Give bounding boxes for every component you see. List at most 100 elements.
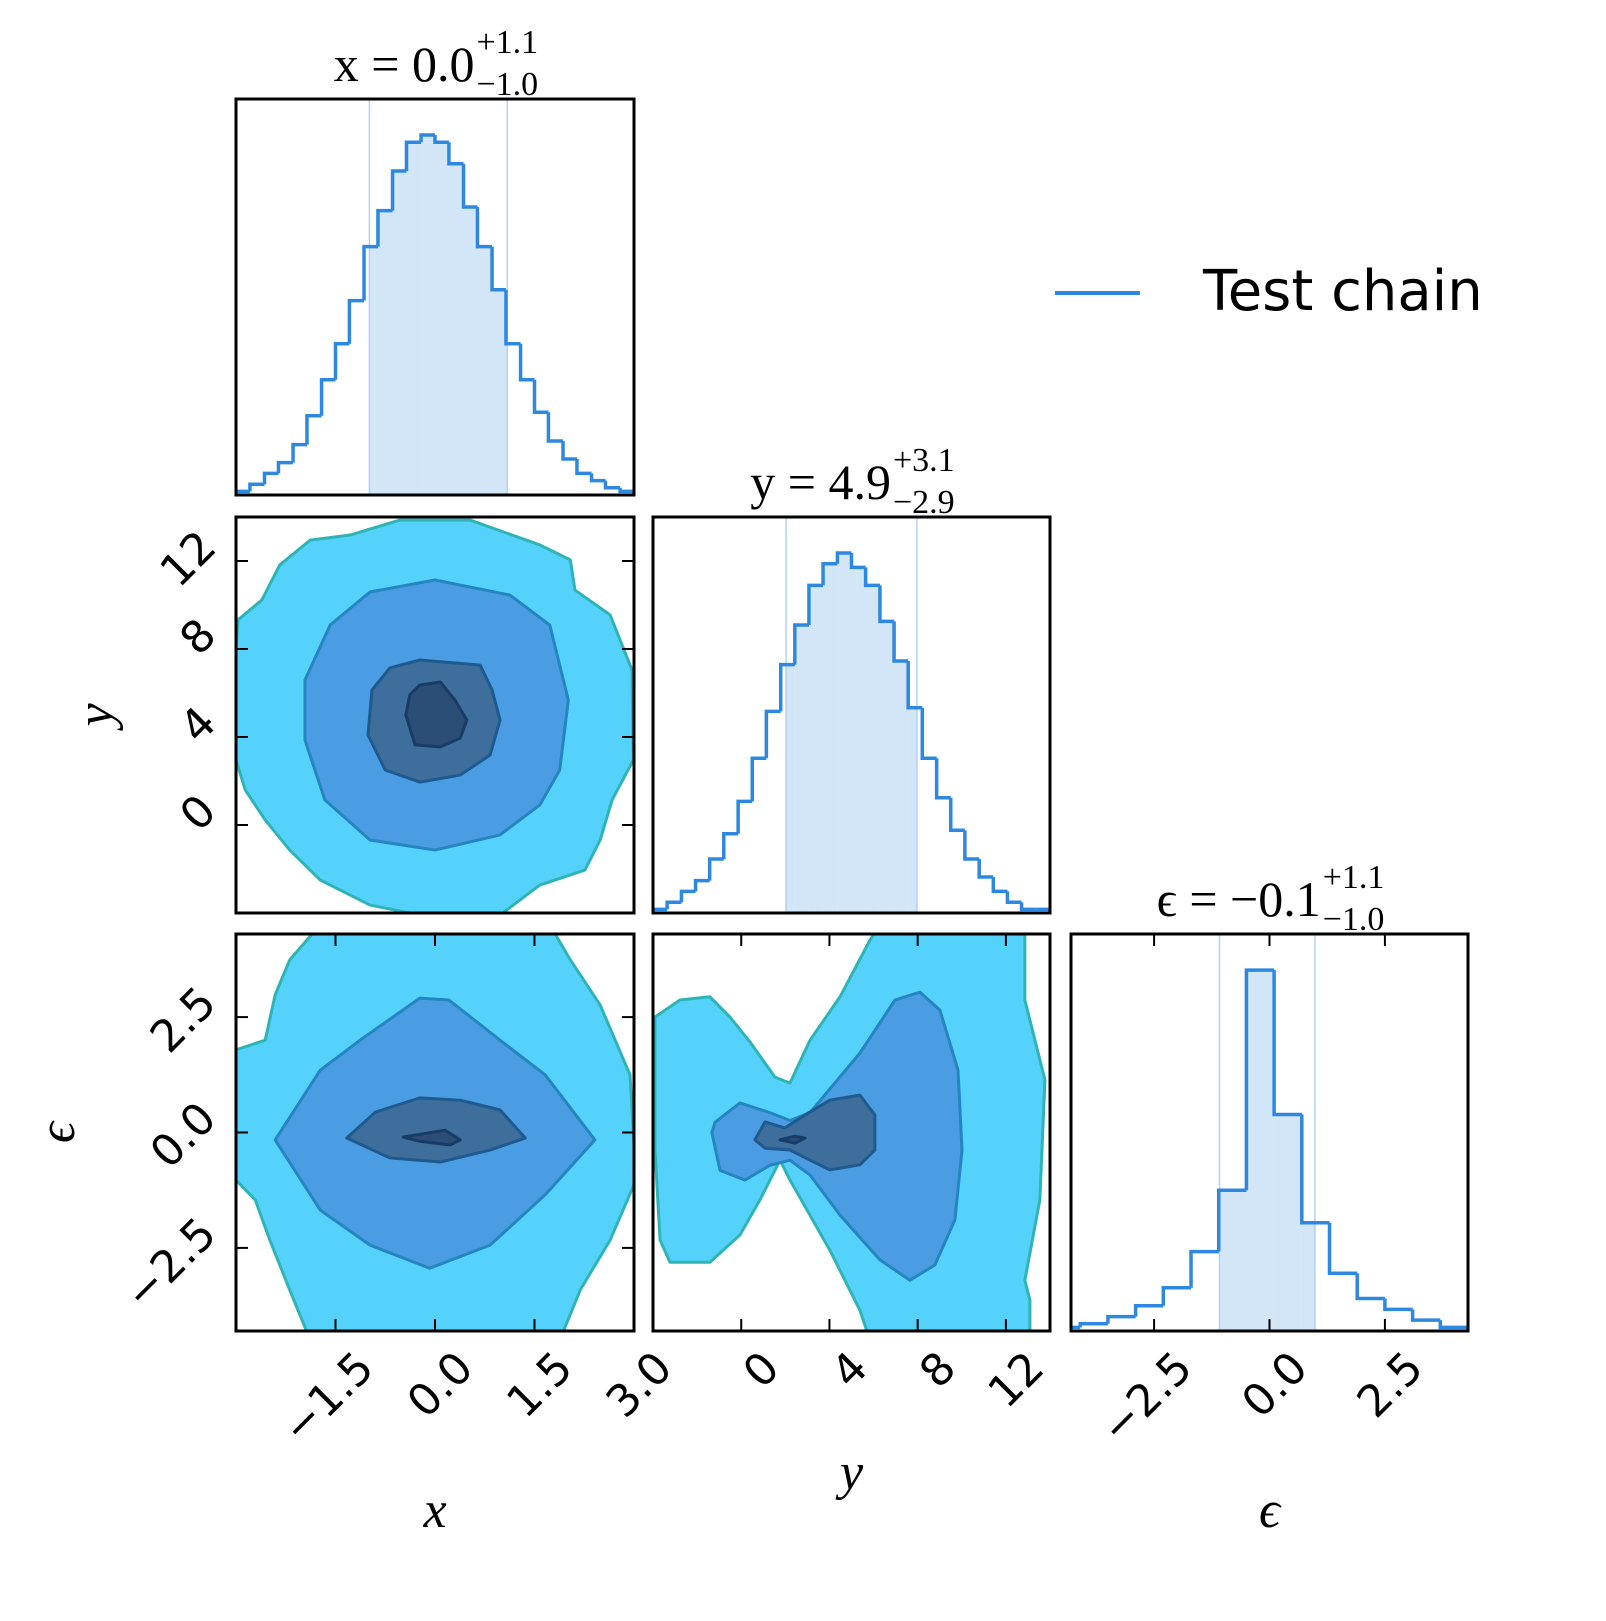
shade-fill: [492, 289, 506, 495]
histogram-step: [1019, 902, 1036, 912]
shade-fill: [435, 142, 449, 495]
histogram-step: [1133, 1303, 1164, 1317]
title-upper: +1.1: [1323, 859, 1385, 896]
shade-fill: [785, 664, 795, 913]
histogram-step: [707, 857, 724, 881]
shade-fill: [563, 459, 577, 495]
y-tick-label: 0: [170, 785, 226, 841]
shade-fill: [1357, 1299, 1385, 1331]
title-upper: +3.1: [893, 442, 955, 479]
histogram-step: [878, 585, 895, 624]
panel: [653, 517, 1050, 913]
histogram-step: [764, 709, 781, 759]
shade-fill: [894, 661, 909, 913]
shade-fill: [823, 563, 838, 913]
histogram-step: [722, 832, 739, 859]
shade-fill: [1385, 1309, 1413, 1331]
shade-fill: [979, 877, 993, 913]
histogram-step: [1272, 970, 1302, 1117]
y-tick-label: 2.5: [141, 977, 227, 1063]
panel-frame: [651, 932, 1052, 1333]
shade-fill: [1136, 1306, 1164, 1331]
histogram-step: [665, 900, 682, 910]
shade-fill: [463, 207, 478, 495]
shade-fill: [1191, 1252, 1219, 1331]
histogram-step: [589, 473, 606, 483]
shade-fill: [879, 621, 895, 913]
shade-fill: [1330, 1273, 1358, 1331]
shade-group: [710, 517, 993, 913]
title-lower: −1.0: [477, 66, 539, 103]
shade-fill: [752, 758, 766, 913]
histogram-step: [679, 889, 696, 903]
shade-fill: [908, 707, 918, 913]
histogram-step: [977, 859, 994, 879]
y-tick-label: 4: [170, 697, 226, 753]
shade-fill: [336, 344, 350, 495]
histogram-step: [404, 140, 422, 171]
shade-fill: [548, 441, 563, 495]
shade-fill: [421, 135, 435, 495]
x-tick-label: 0.0: [1232, 1342, 1318, 1428]
x-axis-label: y: [835, 1444, 864, 1501]
y-tick-label: 0.0: [141, 1093, 227, 1179]
histogram-step: [807, 583, 824, 625]
x-axis-label: ϵ: [1259, 1482, 1282, 1539]
panel: [653, 934, 1047, 1331]
panel: [236, 518, 634, 913]
histogram-step: [1189, 1249, 1219, 1288]
shade-fill: [837, 553, 852, 913]
x-tick-label: 12: [978, 1342, 1054, 1418]
histogram-step: [518, 343, 535, 382]
y-axis-label: ϵ: [29, 1120, 86, 1143]
x-tick-label: 0: [734, 1342, 790, 1398]
histogram-step: [1078, 1322, 1108, 1328]
histogram-step: [347, 298, 365, 344]
histogram-step: [532, 379, 549, 414]
panel-title: y = 4.9: [750, 454, 891, 510]
panel: [236, 934, 634, 1331]
histogram-step: [892, 621, 909, 663]
shade-fill: [710, 859, 724, 913]
histogram-step: [376, 208, 393, 247]
x-tick-label: −2.5: [1091, 1342, 1203, 1454]
contour-level: [753, 1093, 877, 1172]
contour-level: [401, 1128, 462, 1147]
contour-level: [345, 1096, 527, 1164]
histogram-step: [546, 412, 564, 443]
shade-fill: [521, 380, 535, 495]
histogram-step: [362, 244, 378, 301]
shade-fill: [865, 585, 880, 913]
panel: [1071, 934, 1468, 1331]
shade-fill: [368, 246, 378, 495]
shade-fill: [951, 830, 965, 913]
x-tick-label: 8: [910, 1342, 966, 1398]
shade-fill: [349, 301, 364, 495]
title-lower: −2.9: [893, 484, 955, 521]
histogram-step: [447, 142, 464, 166]
x-tick-label: 4: [822, 1342, 878, 1398]
histogram-step: [963, 830, 980, 861]
shade-fill: [392, 171, 407, 495]
shade-fill: [265, 473, 279, 495]
histogram-step: [778, 662, 795, 712]
shade-fill: [293, 445, 307, 495]
shade-fill: [577, 473, 592, 495]
histogram-step: [262, 471, 279, 485]
x-tick-label: 1.5: [497, 1342, 583, 1428]
histogram-step: [863, 567, 880, 588]
shade-fill: [1218, 1190, 1247, 1331]
panel: [236, 99, 634, 495]
y-tick-label: −2.5: [115, 1208, 227, 1320]
histogram-step: [1216, 1188, 1247, 1252]
y-axis-label: y: [67, 703, 124, 732]
histogram-step: [1244, 968, 1275, 1191]
shade-fill: [505, 343, 508, 495]
histogram-step: [504, 289, 521, 346]
histogram-step: [793, 623, 809, 665]
histogram-step: [1161, 1285, 1192, 1306]
shade-fill: [1108, 1317, 1136, 1331]
shade-fill: [592, 481, 606, 495]
title-lower: −1.0: [1323, 901, 1385, 938]
shade-fill: [724, 834, 738, 913]
